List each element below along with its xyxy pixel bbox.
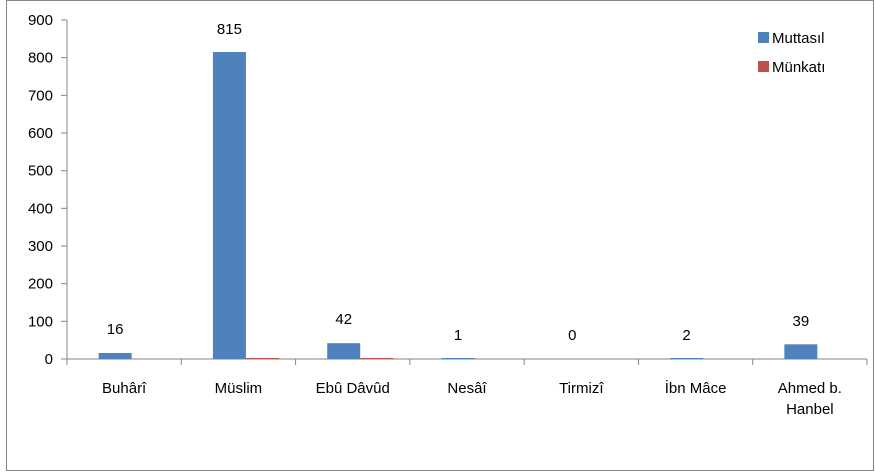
x-category-label: Tirmizî (559, 380, 604, 397)
data-label: 39 (793, 313, 810, 330)
bar-muttasil (212, 52, 246, 360)
bar-muttasil (784, 344, 818, 359)
data-labels: 16 815 42 1 0 2 39 (107, 21, 809, 344)
x-category-label: İbn Mâce (665, 379, 727, 397)
y-tick-label: 900 (28, 12, 53, 29)
x-category-label: Müslim (215, 380, 263, 397)
legend: Muttasıl Münkatı (758, 30, 825, 76)
y-tick-label: 600 (28, 125, 53, 142)
x-category-label: Nesâî (447, 380, 487, 397)
bar-muttasil (327, 343, 361, 359)
x-category-label: Buhârî (102, 380, 147, 397)
y-tick-label: 800 (28, 50, 53, 67)
legend-swatch (758, 61, 769, 72)
chart-border (6, 0, 874, 471)
bar-munkati (360, 358, 394, 359)
y-tick-label: 300 (28, 238, 53, 255)
x-axis: Buhârî Müslim Ebû Dâvûd Nesâî Tirmizî İbn Mâc… (66, 358, 868, 418)
x-category-label: Ebû Dâvûd (316, 380, 390, 397)
y-tick-label: 0 (45, 351, 53, 368)
data-label: 42 (335, 311, 352, 328)
bar-muttasil (441, 358, 475, 359)
x-category-label: Ahmed b. Hanbel (778, 380, 842, 418)
legend-swatch (758, 32, 769, 43)
y-tick-label: 200 (28, 276, 53, 293)
legend-label: Muttasıl (772, 30, 825, 47)
y-axis: 0 100 200 300 400 500 600 700 800 900 (28, 12, 68, 368)
data-label: 16 (107, 321, 124, 338)
y-tick-label: 700 (28, 87, 53, 104)
bars (98, 52, 818, 360)
bar-munkati (245, 358, 279, 359)
legend-label: Münkatı (772, 59, 825, 76)
bar-muttasil (98, 352, 132, 359)
data-label: 1 (454, 327, 462, 344)
y-tick-label: 400 (28, 200, 53, 217)
data-label: 815 (217, 21, 242, 38)
y-tick-label: 100 (28, 313, 53, 330)
y-tick-label: 500 (28, 163, 53, 180)
bar-muttasil (670, 358, 704, 359)
data-label: 2 (682, 327, 690, 344)
data-label: 0 (568, 327, 576, 344)
